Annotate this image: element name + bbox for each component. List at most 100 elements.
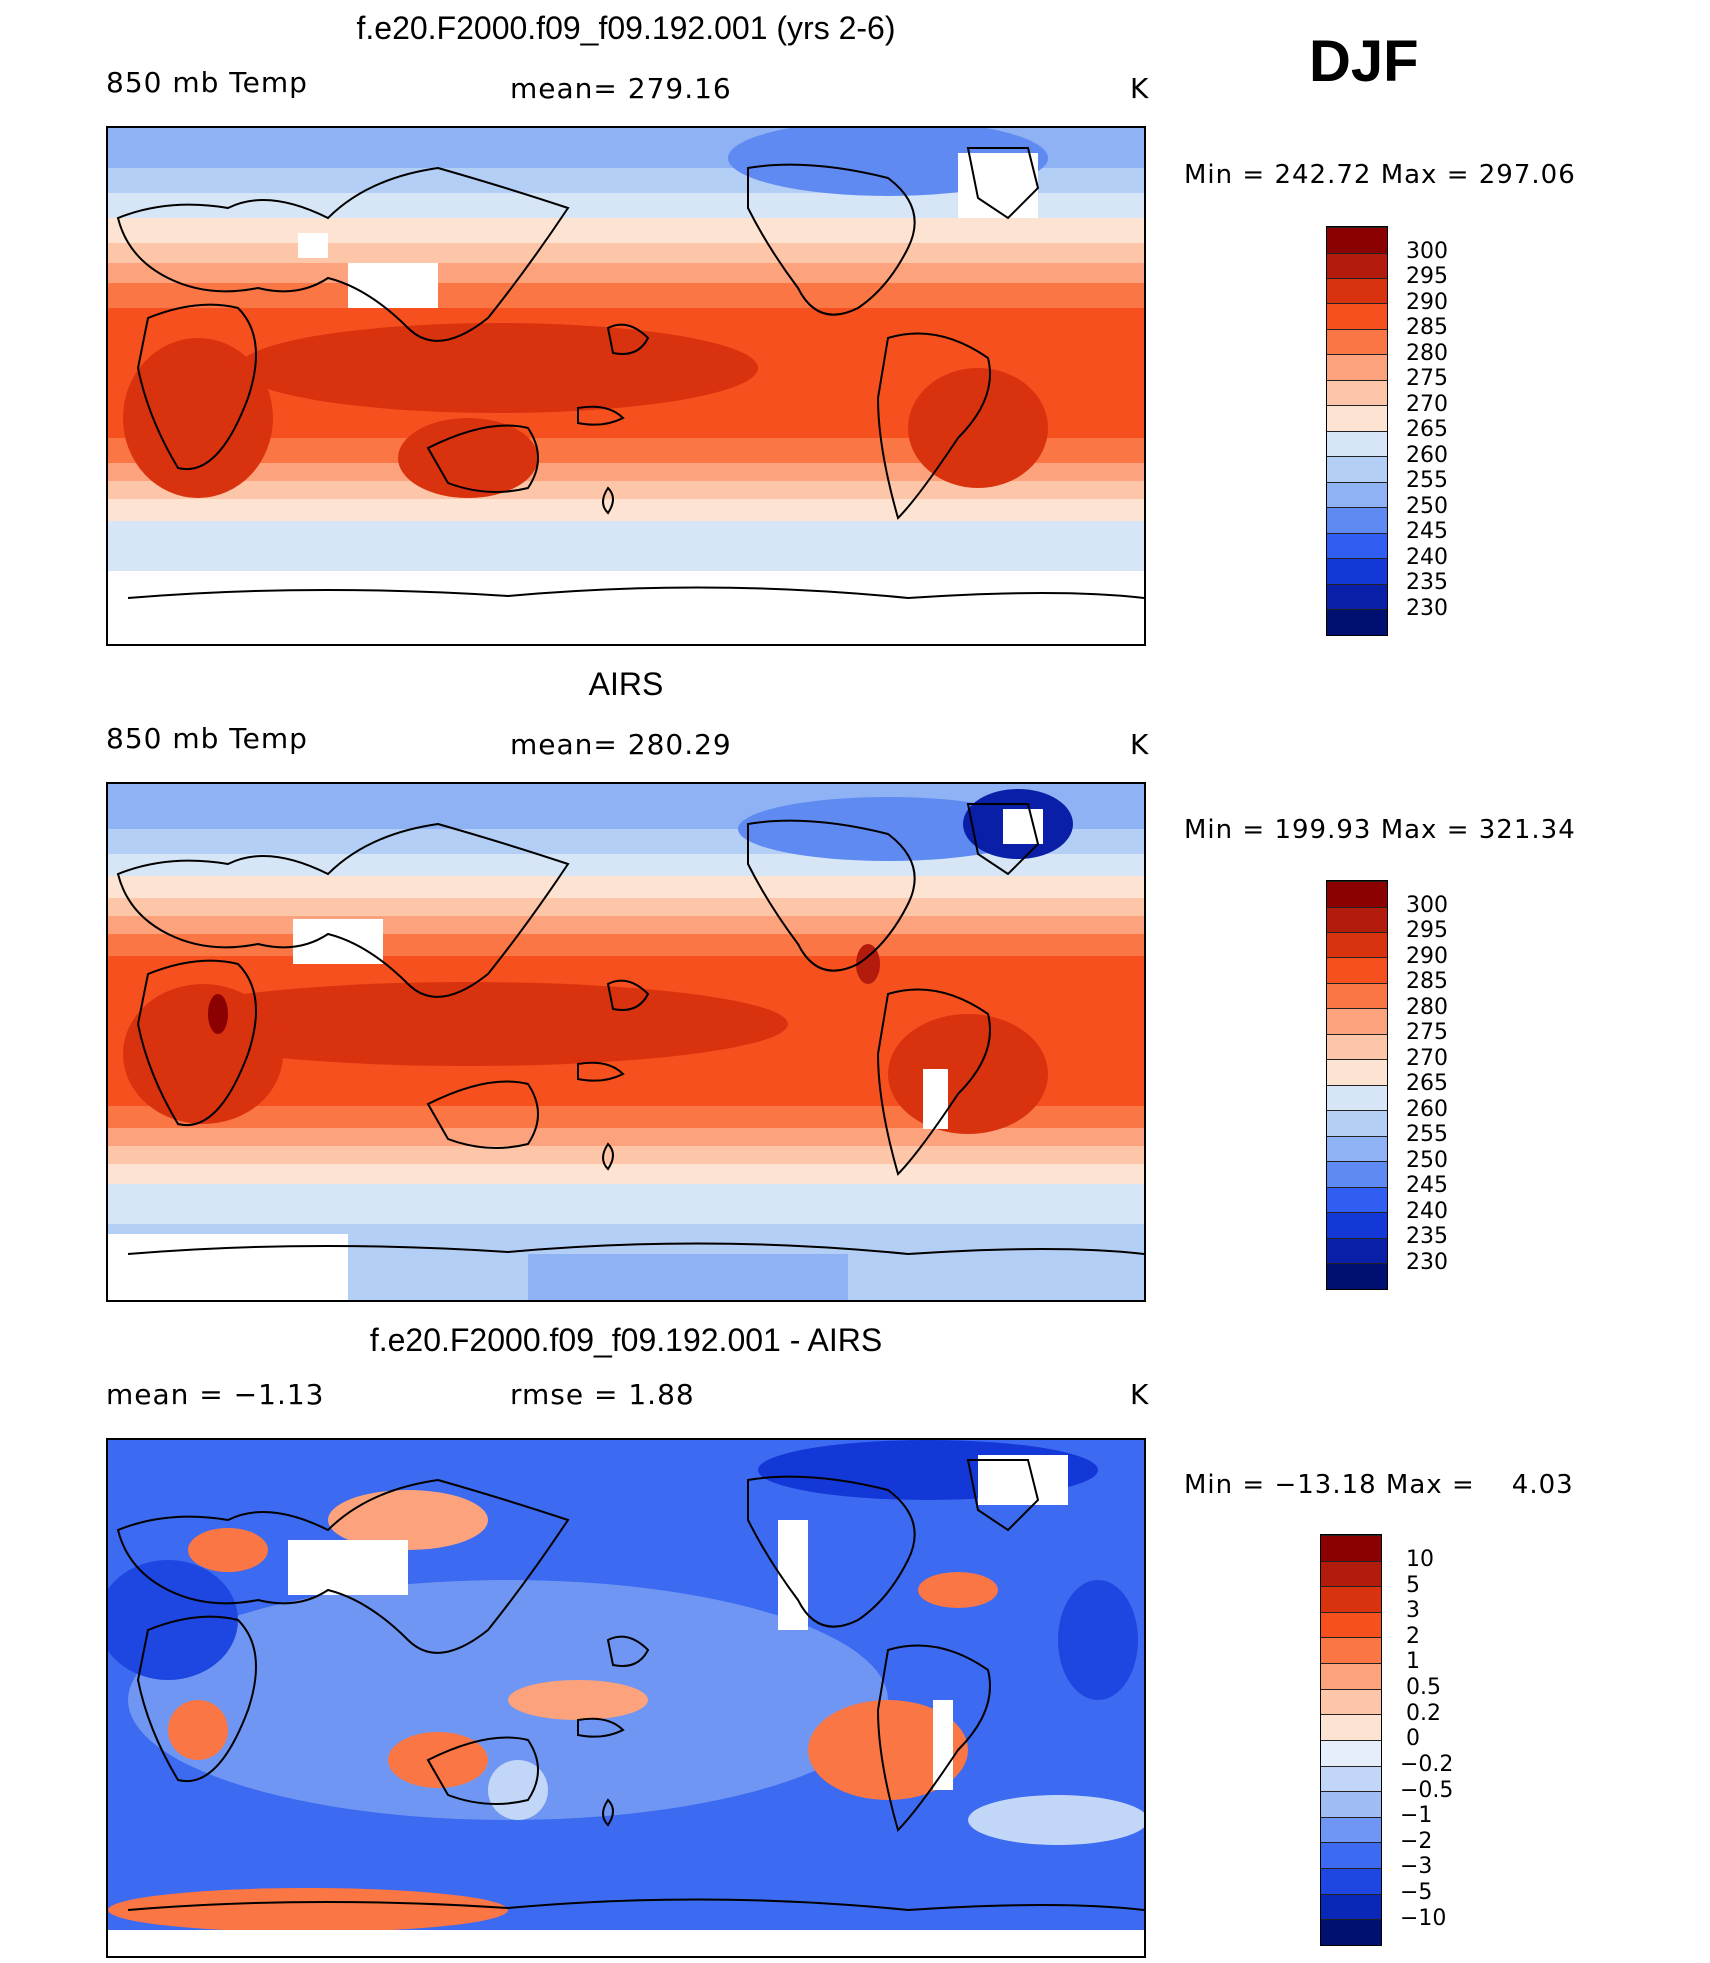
panel3-colorbar-swatch — [1321, 1817, 1381, 1842]
panel3-colorbar-label: 10 — [1406, 1547, 1434, 1572]
panel1-colorbar-label: 295 — [1406, 264, 1448, 289]
panel1-colorbar-label: 240 — [1406, 545, 1448, 570]
panel3-colorbar-label: 0 — [1406, 1726, 1420, 1751]
panel1-colorbar-swatch — [1327, 329, 1387, 354]
panel2-map-svg — [108, 784, 1144, 1300]
panel1-colorbar-swatch — [1327, 253, 1387, 278]
panel2-colorbar-label: 240 — [1406, 1199, 1448, 1224]
panel2-colorbar-label: 295 — [1406, 918, 1448, 943]
panel3-colorbar-swatch — [1321, 1535, 1381, 1561]
panel3-colorbar-label: −0.5 — [1400, 1778, 1454, 1803]
panel2-variable-label: 850 mb Temp — [106, 722, 308, 755]
panel2-colorbar-swatch — [1327, 983, 1387, 1008]
panel3-minmax: Min = −13.18 Max = 4.03 — [1184, 1470, 1574, 1500]
panel3-colorbar-label: −3 — [1400, 1854, 1433, 1879]
panel1-colorbar-swatch — [1327, 354, 1387, 380]
panel2-colorbar-label: 300 — [1406, 893, 1448, 918]
panel1-colorbar-label: 300 — [1406, 239, 1448, 264]
panel3-colorbar-swatch — [1321, 1714, 1381, 1740]
panel2-colorbar-swatch — [1327, 1263, 1387, 1289]
panel1-mean-label: mean= 279.16 — [510, 72, 732, 105]
panel1-colorbar-label: 255 — [1406, 468, 1448, 493]
panel1-colorbar-swatch — [1327, 227, 1387, 253]
panel3-rmse-label: rmse = 1.88 — [510, 1378, 695, 1411]
panel1-coastlines — [116, 147, 1144, 600]
panel3-colorbar-label: 1 — [1406, 1649, 1420, 1674]
panel3-colorbar-label: 0.5 — [1406, 1675, 1441, 1700]
panel3-colorbar-swatch — [1321, 1740, 1381, 1766]
panel2-colorbar-label: 265 — [1406, 1071, 1448, 1096]
panel2-colorbar-swatch — [1327, 881, 1387, 907]
panel1-colorbar-swatch — [1327, 431, 1387, 456]
panel1-minmax: Min = 242.72 Max = 297.06 — [1184, 160, 1576, 190]
panel2-colorbar-swatch — [1327, 932, 1387, 957]
panel1-colorbar-swatch — [1327, 558, 1387, 584]
panel1-colorbar-swatch — [1327, 303, 1387, 329]
panel1-colorbar-label: 270 — [1406, 392, 1448, 417]
panel2-temperature-bands — [108, 784, 1144, 1300]
panel1-colorbar-label: 280 — [1406, 341, 1448, 366]
panel2-colorbar-label: 270 — [1406, 1046, 1448, 1071]
panel2-colorbar-swatch — [1327, 1238, 1387, 1263]
panel1-colorbar-swatch — [1327, 507, 1387, 533]
panel1-colorbar-swatch — [1327, 278, 1387, 303]
panel2-colorbar-label: 285 — [1406, 969, 1448, 994]
panel3-map — [106, 1438, 1146, 1958]
panel2-colorbar-swatch — [1327, 1212, 1387, 1238]
panel1-colorbar-label: 230 — [1406, 596, 1448, 621]
panel2-colorbar-swatch — [1327, 1059, 1387, 1085]
panel1-colorbar-swatch — [1327, 482, 1387, 507]
panel3-colorbar-swatch — [1321, 1868, 1381, 1894]
panel3-colorbar-swatch — [1321, 1586, 1381, 1612]
panel2-colorbar-swatch — [1327, 907, 1387, 932]
panel1-colorbar-label: 285 — [1406, 315, 1448, 340]
panel2-colorbar-swatch — [1327, 1034, 1387, 1059]
panel2-colorbar-label: 250 — [1406, 1148, 1448, 1173]
panel3-colorbar-label: −1 — [1400, 1803, 1433, 1828]
panel2-colorbar-label: 280 — [1406, 995, 1448, 1020]
panel3-colorbar-swatch — [1321, 1612, 1381, 1637]
panel2-mean-label: mean= 280.29 — [510, 728, 732, 761]
panel2-colorbar-label: 290 — [1406, 944, 1448, 969]
panel1-colorbar-swatch — [1327, 609, 1387, 635]
panel3-colorbar-swatch — [1321, 1919, 1381, 1945]
panel3-colorbar-swatch — [1321, 1894, 1381, 1919]
panel1-colorbar-label: 250 — [1406, 494, 1448, 519]
panel2-title: AIRS — [588, 666, 664, 702]
panel3-colorbar-label: 5 — [1406, 1573, 1420, 1598]
panel2-colorbar-swatch — [1327, 1110, 1387, 1136]
panel3-coastlines — [116, 1459, 1144, 1912]
panel3-difference-field — [108, 1440, 1144, 1956]
panel3-colorbar-label: 3 — [1406, 1598, 1420, 1623]
panel2-map — [106, 782, 1146, 1302]
panel3-colorbar-label: −2 — [1400, 1829, 1433, 1854]
panel1-colorbar-label: 275 — [1406, 366, 1448, 391]
panel2-coastlines — [116, 803, 1144, 1256]
panel3-colorbar-swatch — [1321, 1842, 1381, 1868]
panel3-units-label: K — [1130, 1378, 1150, 1411]
panel2-colorbar-label: 255 — [1406, 1122, 1448, 1147]
panel1-colorbar-label: 260 — [1406, 443, 1448, 468]
panel3-colorbar-label: 0.2 — [1406, 1701, 1441, 1726]
panel1-colorbar-label: 290 — [1406, 290, 1448, 315]
panel1-map-svg — [108, 128, 1144, 644]
panel3-colorbar-label: −5 — [1400, 1880, 1433, 1905]
panel3-colorbar-frame — [1320, 1534, 1382, 1946]
panel3-mean-label: mean = −1.13 — [106, 1378, 325, 1411]
panel2-colorbar-frame — [1326, 880, 1388, 1290]
panel1-colorbar-label: 235 — [1406, 570, 1448, 595]
panel2-colorbar-swatch — [1327, 1161, 1387, 1187]
panel1-colorbar-swatch — [1327, 584, 1387, 609]
panel3-map-svg — [108, 1440, 1144, 1956]
panel1-title: f.e20.F2000.f09_f09.192.001 (yrs 2-6) — [356, 10, 896, 46]
panel2-units-label: K — [1130, 728, 1150, 761]
panel3-colorbar-swatch — [1321, 1561, 1381, 1586]
panel3-colorbar-label: 2 — [1406, 1624, 1420, 1649]
panel2-colorbar-label: 235 — [1406, 1224, 1448, 1249]
panel3-colorbar-label: −10 — [1400, 1906, 1447, 1931]
panel2-colorbar-swatch — [1327, 1136, 1387, 1161]
season-label: DJF — [1309, 29, 1419, 94]
panel3-colorbar-label: −0.2 — [1400, 1752, 1454, 1777]
panel1-colorbar-swatch — [1327, 533, 1387, 558]
panel2-colorbar-swatch — [1327, 1187, 1387, 1212]
